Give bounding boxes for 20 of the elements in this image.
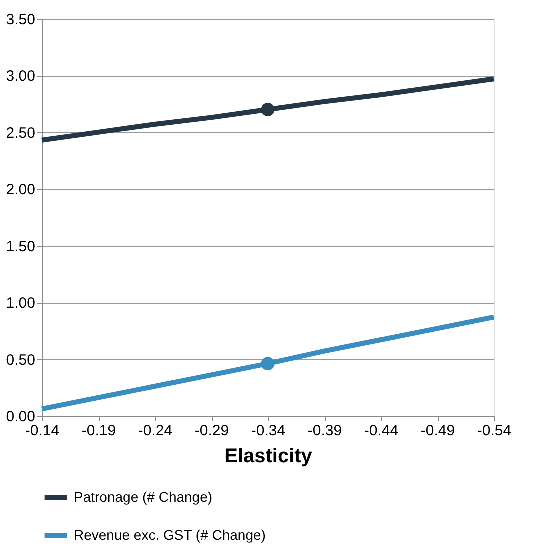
- x-tick-label: -0.34: [251, 422, 286, 440]
- y-tick-label: 2.00: [6, 182, 36, 199]
- x-tick-label: -0.19: [82, 422, 116, 440]
- y-tick-label: 1.00: [6, 295, 36, 312]
- x-tick-label: -0.14: [25, 422, 60, 440]
- y-tick-label: 3.00: [6, 68, 36, 86]
- x-tick-label: -0.29: [194, 422, 230, 440]
- x-tick-label: -0.49: [420, 422, 456, 440]
- x-tick-label: -0.39: [308, 422, 342, 440]
- y-tick-label: 2.50: [6, 124, 36, 142]
- x-tick-label: -0.54: [477, 422, 512, 440]
- legend-label: Revenue exc. GST (# Change): [74, 527, 266, 543]
- y-tick-label: 0.50: [6, 352, 36, 369]
- y-tick-label: 1.50: [6, 238, 36, 256]
- legend-label: Patronage (# Change): [74, 489, 213, 505]
- x-axis-title: Elasticity: [224, 446, 314, 468]
- y-tick-label: 0.00: [6, 408, 36, 426]
- y-tick-label: 3.50: [6, 12, 36, 28]
- x-tick-label: -0.44: [364, 422, 399, 440]
- x-tick-label: -0.24: [138, 422, 173, 440]
